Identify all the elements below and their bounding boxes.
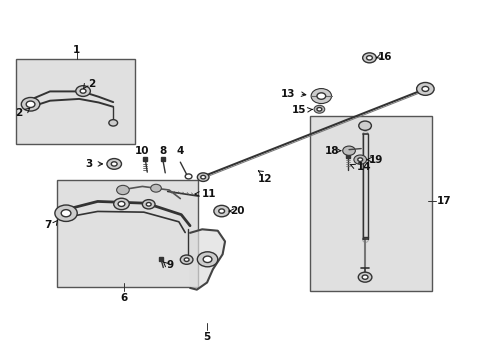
Text: 5: 5 (203, 332, 210, 342)
Circle shape (316, 93, 325, 99)
Circle shape (111, 162, 117, 166)
Text: 11: 11 (201, 189, 216, 199)
Text: 13: 13 (281, 89, 295, 99)
Circle shape (353, 155, 366, 164)
Circle shape (55, 205, 77, 221)
Text: 17: 17 (436, 197, 450, 206)
Circle shape (118, 202, 124, 206)
Text: 18: 18 (324, 146, 338, 156)
Circle shape (146, 203, 151, 206)
Circle shape (61, 210, 71, 217)
Text: 9: 9 (166, 260, 173, 270)
Text: 16: 16 (377, 52, 391, 62)
Text: 15: 15 (292, 105, 306, 114)
Text: 6: 6 (120, 293, 127, 303)
Text: 19: 19 (368, 155, 383, 165)
Text: 8: 8 (159, 146, 166, 156)
Text: 12: 12 (258, 174, 272, 184)
Text: 2: 2 (15, 108, 22, 118)
Circle shape (116, 185, 129, 195)
Circle shape (180, 255, 193, 264)
Circle shape (421, 86, 428, 91)
Circle shape (366, 56, 372, 60)
Circle shape (362, 275, 367, 279)
Circle shape (213, 205, 229, 217)
Circle shape (201, 175, 205, 179)
Circle shape (197, 173, 208, 181)
Circle shape (107, 158, 121, 169)
Bar (57, 180, 198, 287)
Circle shape (342, 146, 355, 156)
Circle shape (114, 198, 129, 210)
Text: 14: 14 (357, 162, 371, 172)
Circle shape (316, 108, 321, 111)
Text: 1: 1 (73, 45, 80, 55)
Circle shape (357, 158, 362, 161)
Circle shape (203, 256, 211, 262)
Circle shape (109, 120, 117, 126)
Circle shape (80, 89, 86, 93)
Circle shape (197, 252, 217, 267)
Polygon shape (190, 229, 224, 290)
Circle shape (185, 174, 192, 179)
Text: 10: 10 (135, 146, 149, 156)
Circle shape (218, 209, 224, 213)
Circle shape (21, 98, 40, 111)
Circle shape (313, 105, 324, 113)
Circle shape (76, 86, 90, 96)
Circle shape (150, 184, 161, 192)
Circle shape (416, 82, 433, 95)
Circle shape (310, 89, 331, 104)
Circle shape (142, 200, 155, 209)
Circle shape (358, 272, 371, 282)
Bar (309, 116, 431, 291)
Text: 3: 3 (85, 159, 93, 169)
Circle shape (362, 53, 375, 63)
Text: 7: 7 (44, 220, 52, 230)
Circle shape (358, 121, 371, 130)
Circle shape (26, 101, 35, 108)
Bar (16, 59, 135, 144)
Text: 20: 20 (229, 206, 244, 216)
Text: 4: 4 (176, 146, 183, 156)
Text: 2: 2 (88, 78, 95, 89)
Circle shape (184, 258, 189, 261)
